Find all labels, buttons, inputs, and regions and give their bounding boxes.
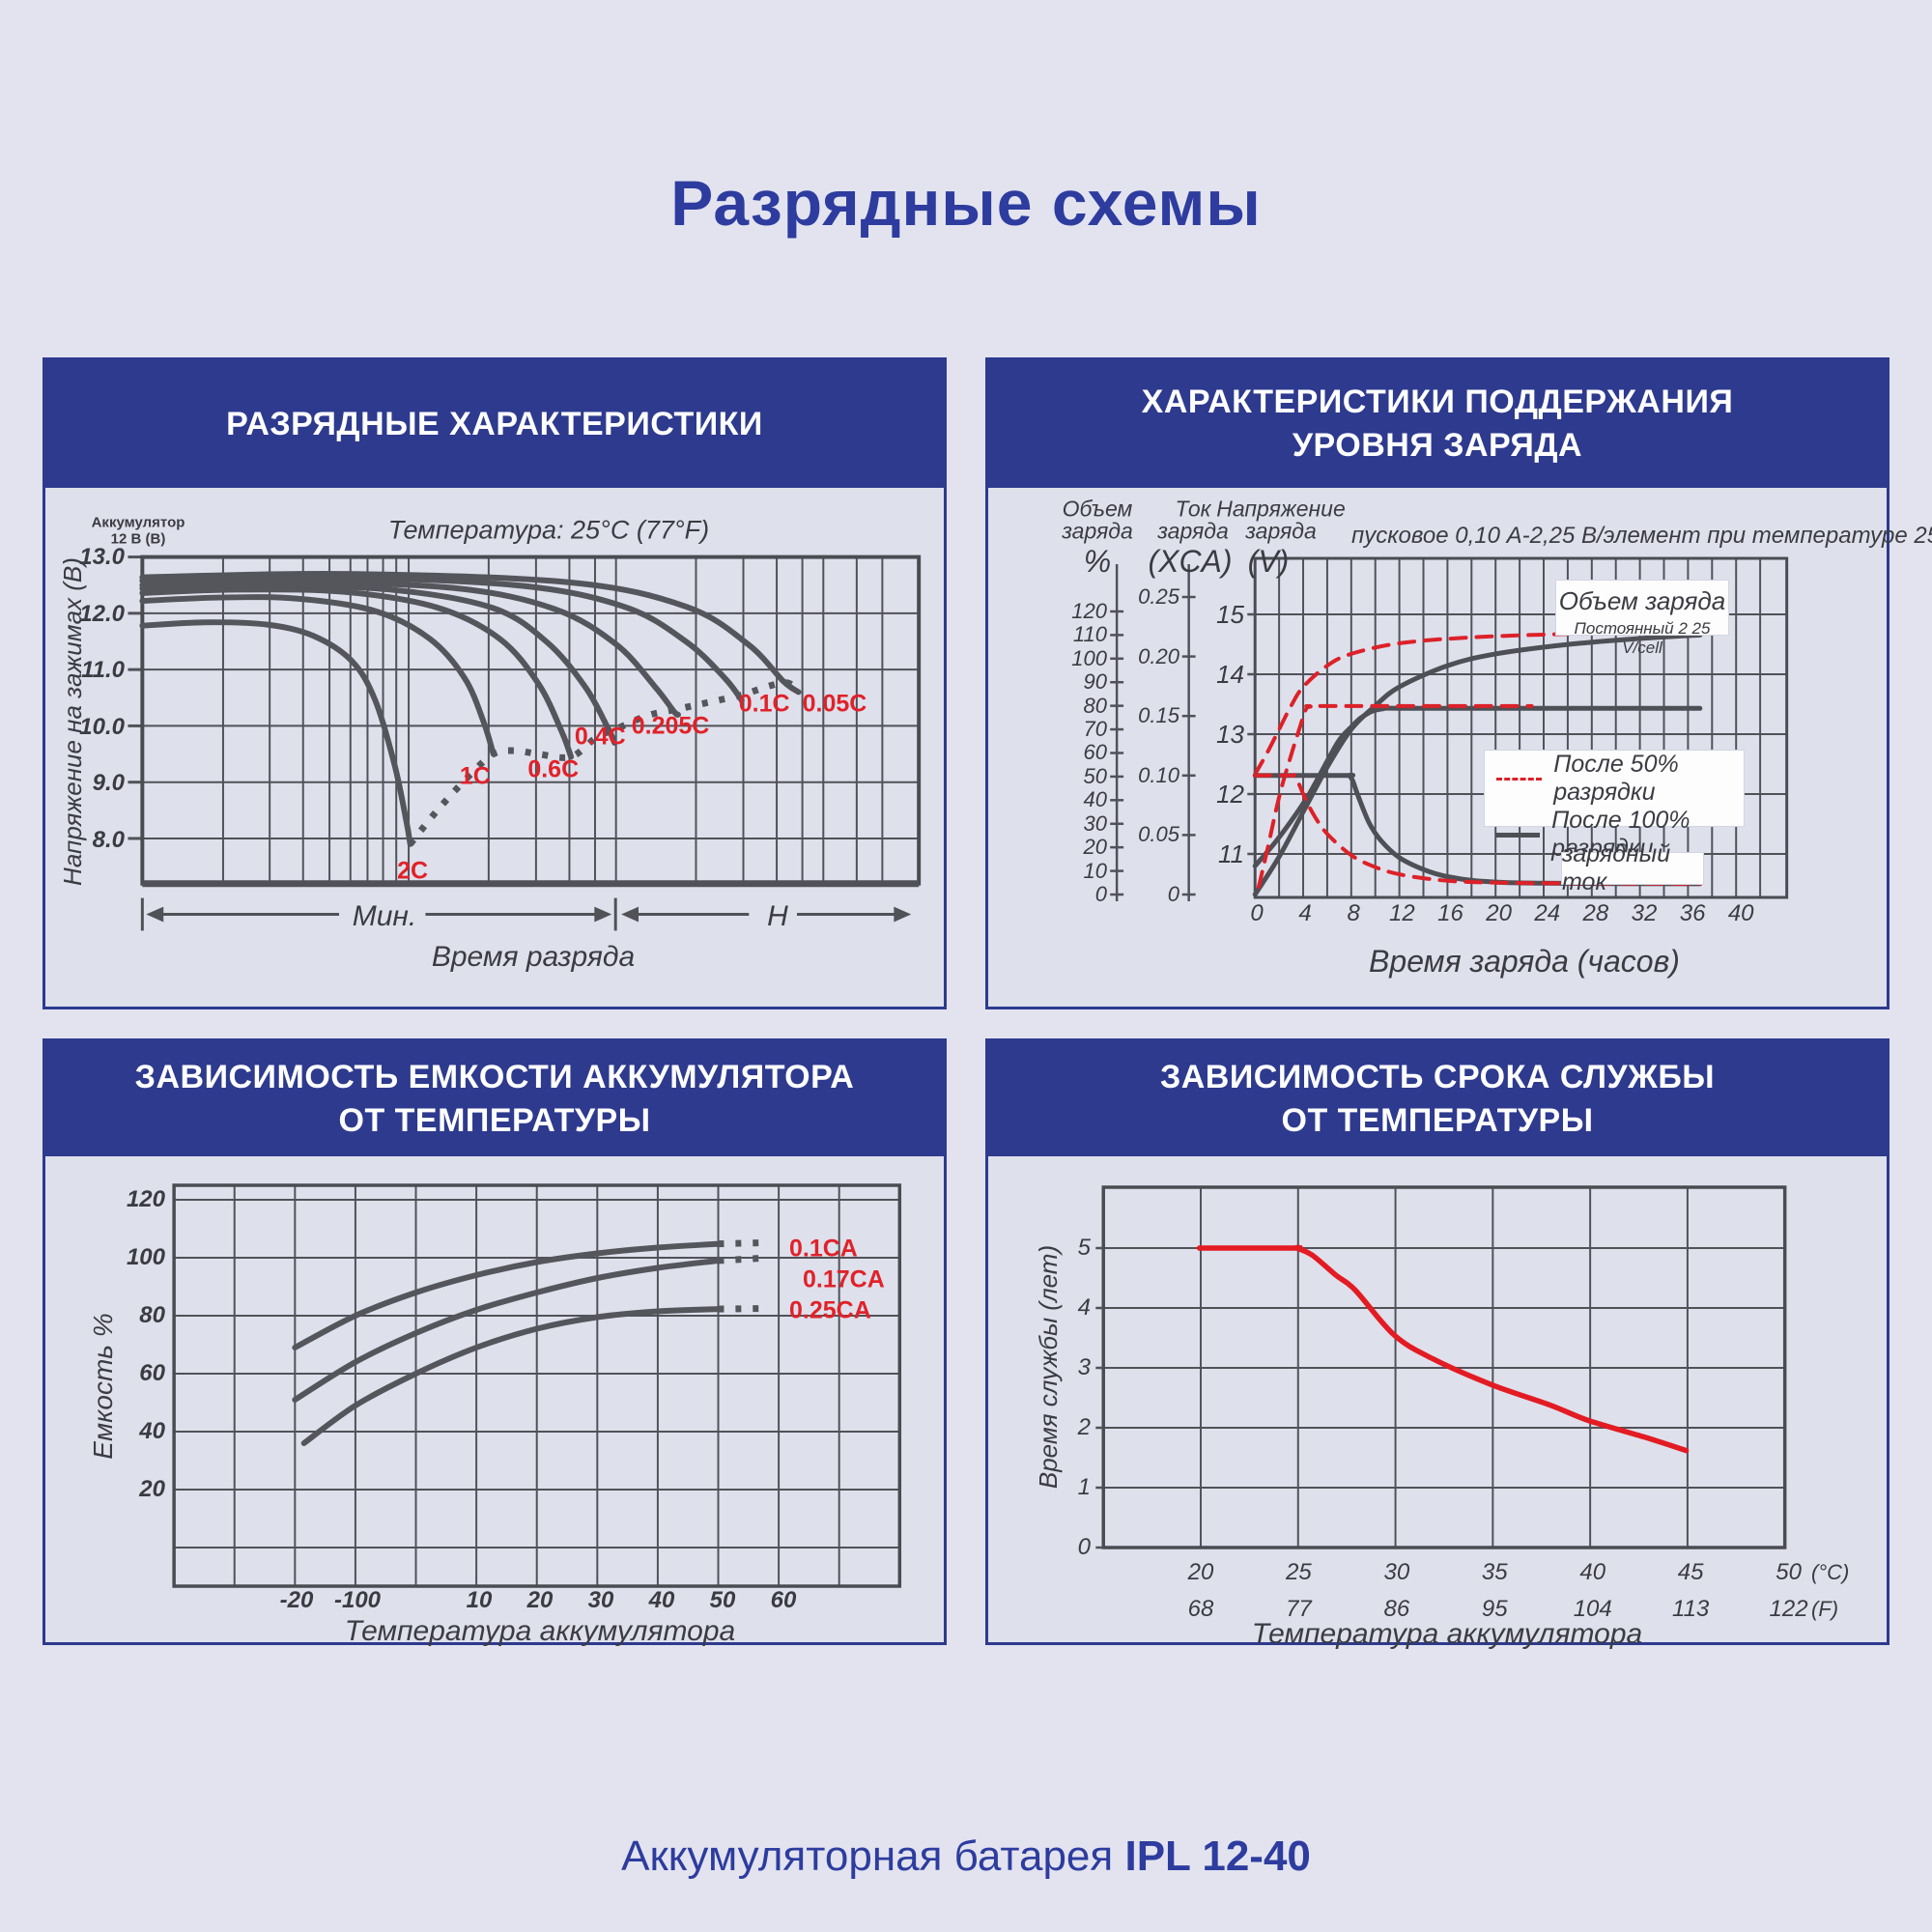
curve-0.205C [139,579,681,718]
curve-0.05C [139,570,802,696]
footer-model: IPL 12-40 [1124,1833,1311,1880]
page-title: Разрядные схемы [670,167,1262,239]
curve-voltage-100 [1252,705,1703,868]
curve-current-50 [1253,773,1702,886]
curve-0.4C [139,582,618,746]
panel-banner-capacity: ЗАВИСИМОСТЬ ЕМКОСТИ АККУМУЛЯТОРА ОТ ТЕМП… [45,1041,944,1156]
curve-0.25CA [300,1306,722,1446]
curve-cutoff-locus [407,679,802,847]
banner-line: ОТ ТЕМПЕРАТУРЫ [338,1101,651,1139]
capacity-chart-svg [172,1183,902,1588]
curve-current-100 [1252,772,1703,887]
charge-chart-body: Объем заряда Постоянный 2 25 V/cell Посл… [988,488,1932,1007]
banner-line: ЗАВИСИМОСТЬ ЕМКОСТИ АККУМУЛЯТОРА [134,1058,855,1095]
curve-2C [139,619,413,847]
curve-0.6C [139,586,575,760]
curve-volume-100 [1252,632,1703,897]
service-life-chart-body: 5 4 3 2 1 0 20 25 30 35 40 45 50 (°C) 68 77 86 95 104 113 12… [988,1156,1887,1649]
discharge-chart-svg [128,554,922,931]
panel-banner-discharge: РАЗРЯДНЫЕ ХАРАКТЕРИСТИКИ [45,360,944,488]
capacity-chart-body: 120 100 80 60 40 20 -20 -100 10 20 30 40 50 60 Емкость… [45,1156,944,1646]
charge-chart-svg [1110,556,1789,901]
curve-service-life [1196,1244,1690,1454]
curve-1C [139,594,497,757]
banner-line: РАЗРЯДНЫЕ ХАРАКТЕРИСТИКИ [226,405,763,442]
curve-0.1CA-ext [718,1238,770,1248]
footer-text: Аккумуляторная батарея [621,1833,1125,1880]
curve-volume-50 [1253,628,1702,777]
panel-banner-service-life: ЗАВИСИМОСТЬ СРОКА СЛУЖБЫ ОТ ТЕМПЕРАТУРЫ [988,1041,1887,1156]
footer: Аккумуляторная батарея IPL 12-40 [0,1833,1932,1881]
banner-line: ОТ ТЕМПЕРАТУРЫ [1281,1101,1594,1139]
curve-0.17CA [292,1258,722,1403]
curve-voltage-50 [1257,703,1534,890]
banner-line: УРОВНЯ ЗАРЯДА [1292,427,1583,464]
panel-banner-charge-retention: ХАРАКТЕРИСТИКИ ПОДДЕРЖАНИЯ УРОВНЯ ЗАРЯДА [988,360,1887,488]
service-life-chart-svg [1095,1185,1787,1549]
curve-0.25CA-ext [718,1305,767,1313]
panel-capacity-vs-temperature: ЗАВИСИМОСТЬ ЕМКОСТИ АККУМУЛЯТОРА ОТ ТЕМП… [43,1038,947,1646]
banner-line: ХАРАКТЕРИСТИКИ ПОДДЕРЖАНИЯ [1141,384,1734,420]
panel-discharge-characteristics: РАЗРЯДНЫЕ ХАРАКТЕРИСТИКИ 13.0 12.0 11.0 10.… [43,357,947,1009]
panel-service-life-vs-temperature: ЗАВИСИМОСТЬ СРОКА СЛУЖБЫ ОТ ТЕМПЕРАТУРЫ … [985,1038,1889,1649]
discharge-chart-body: 13.0 12.0 11.0 10.0 9.0 8.0 Аккумулятор 12 В (В… [45,488,944,1007]
banner-line: ЗАВИСИМОСТЬ СРОКА СЛУЖБЫ [1159,1058,1716,1095]
panel-charge-retention: ХАРАКТЕРИСТИКИ ПОДДЕРЖАНИЯ УРОВНЯ ЗАРЯДА… [985,357,1932,1009]
curve-0.1C [139,574,745,704]
curve-0.1CA [292,1240,722,1350]
